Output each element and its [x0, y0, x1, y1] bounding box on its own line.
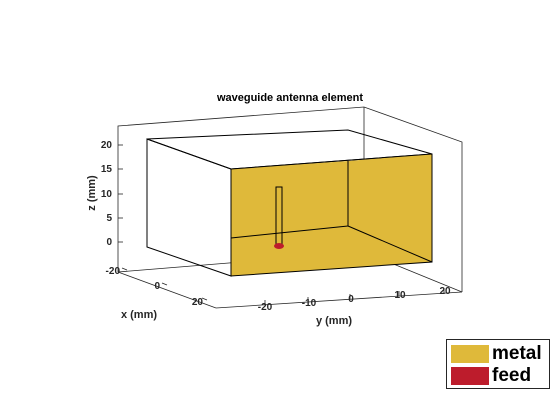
- legend-item-feed: feed: [451, 366, 531, 386]
- legend: metal feed: [446, 339, 550, 389]
- y-tick-label: 20: [439, 286, 451, 297]
- waveguide-side-wall-left: [146, 138, 232, 277]
- waveguide-inner-edge-floor-back: [230, 225, 349, 239]
- x-tick-label: 20: [192, 297, 204, 308]
- z-axis-label: z (mm): [86, 175, 98, 211]
- z-tick-label: 0: [106, 237, 112, 248]
- legend-item-metal: metal: [451, 344, 542, 364]
- x-tick-label: -20: [106, 266, 121, 277]
- x-tick: [161, 282, 168, 286]
- legend-label-feed: feed: [492, 365, 532, 386]
- floor-edge-x: [117, 271, 217, 309]
- z-tick-label: 5: [106, 213, 112, 224]
- legend-swatch-feed: [451, 367, 489, 385]
- z-tick-label: 20: [101, 140, 113, 151]
- legend-label-metal: metal: [492, 343, 542, 364]
- y-tick-label: -20: [258, 302, 273, 313]
- x-tick: [121, 267, 128, 271]
- waveguide: [146, 129, 433, 277]
- y-axis: -20 -10 0 10 20 y (mm): [258, 286, 451, 327]
- floor-edge-y: [215, 291, 463, 309]
- y-axis-label: y (mm): [316, 315, 352, 327]
- z-tick-label: 10: [101, 189, 113, 200]
- y-tick-label: 0: [348, 294, 354, 305]
- y-tick-label: 10: [394, 290, 406, 301]
- y-tick-label: -10: [302, 298, 317, 309]
- z-axis: 20 15 10 5 0 z (mm): [86, 140, 123, 248]
- x-tick: [201, 297, 208, 301]
- waveguide-back-wall: [231, 161, 348, 238]
- waveguide-floor: [231, 226, 432, 276]
- x-tick-label: 0: [154, 281, 160, 292]
- x-axis: -20 0 20 x (mm): [106, 266, 208, 321]
- feed-point: [274, 243, 284, 249]
- z-tick-label: 15: [101, 164, 113, 175]
- x-axis-label: x (mm): [121, 309, 157, 321]
- figure-title: waveguide antenna element: [216, 92, 363, 104]
- legend-swatch-metal: [451, 345, 489, 363]
- waveguide-inner-edge-floor-side: [347, 225, 433, 263]
